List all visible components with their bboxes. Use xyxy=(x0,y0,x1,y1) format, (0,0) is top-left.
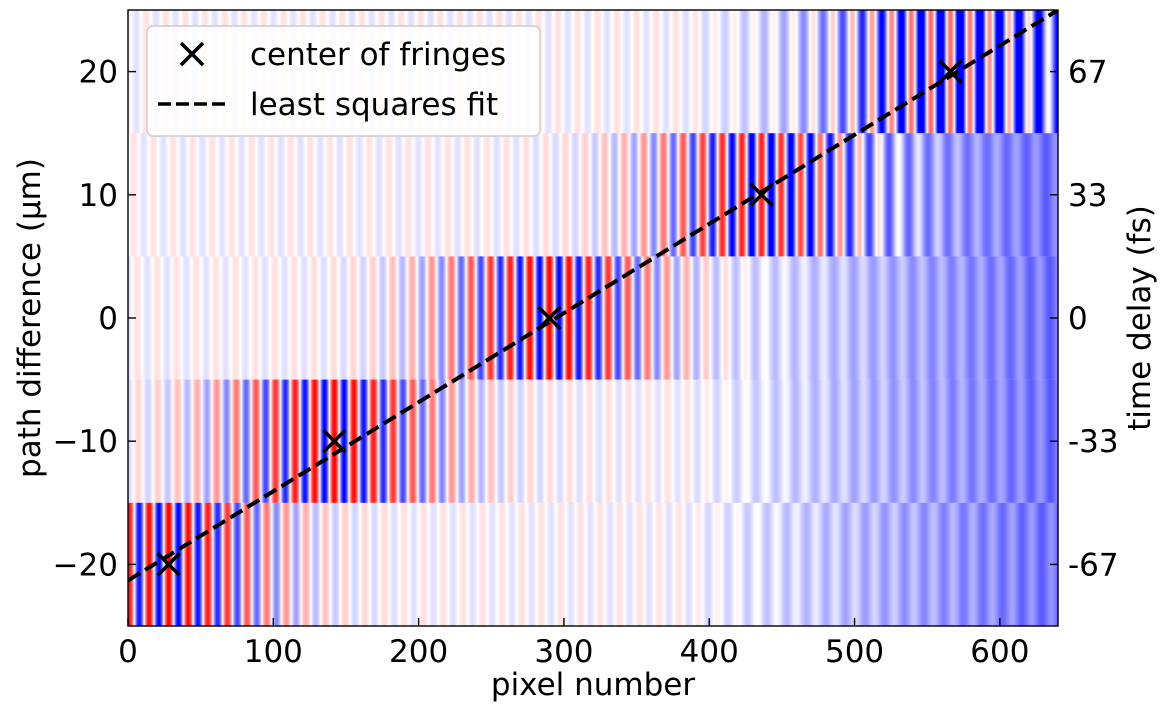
y-tick-label: 0 xyxy=(98,301,118,337)
x-tick-label: 400 xyxy=(680,634,739,670)
y-right-tick-label: 33 xyxy=(1068,178,1107,214)
y-tick-label: 20 xyxy=(79,55,118,91)
fringe-center-point xyxy=(156,552,181,577)
ticks-layer: 0 100 200 300 400 500 600 −20 −10 0 10 20 -67 -33 0 33 6… xyxy=(53,55,1119,670)
legend: center of fringes least squares fit xyxy=(146,25,541,137)
legend-box xyxy=(146,25,541,137)
fringe-center-point xyxy=(938,59,963,84)
fringe-center-point xyxy=(322,428,347,454)
legend-x-marker-icon xyxy=(179,41,205,67)
fringe-band xyxy=(128,133,1058,257)
y-right-tick-label: 67 xyxy=(1068,55,1107,91)
y-right-tick-label: 0 xyxy=(1068,301,1088,337)
x-tick-label: 600 xyxy=(970,634,1029,670)
x-tick-label: 200 xyxy=(389,634,448,670)
y-right-tick-label: -67 xyxy=(1068,547,1119,583)
y-axis-label: path difference (μm) xyxy=(12,158,48,478)
least-squares-fit-line xyxy=(128,10,1058,583)
y-right-tick-label: -33 xyxy=(1068,424,1119,460)
fringe-band xyxy=(128,256,1058,380)
x-tick-label: 0 xyxy=(118,634,138,670)
legend-entry-least-squares-fit: least squares fit xyxy=(250,87,498,123)
y-tick-label: −20 xyxy=(53,547,118,583)
x-tick-label: 300 xyxy=(534,634,593,670)
series-layer xyxy=(128,10,1058,583)
x-axis-label: pixel number xyxy=(491,667,695,703)
y-axis-right-label: time delay (fs) xyxy=(1122,205,1158,431)
fringe-band xyxy=(128,502,1058,626)
y-tick-label: 10 xyxy=(79,178,118,214)
x-tick-label: 500 xyxy=(825,634,884,670)
x-tick-label: 100 xyxy=(244,634,303,670)
fringe-center-point xyxy=(749,182,774,208)
fringe-center-point xyxy=(537,305,562,331)
y-tick-label: −10 xyxy=(53,424,118,460)
legend-entry-center-of-fringes: center of fringes xyxy=(250,37,506,73)
fringe-band xyxy=(128,379,1058,503)
